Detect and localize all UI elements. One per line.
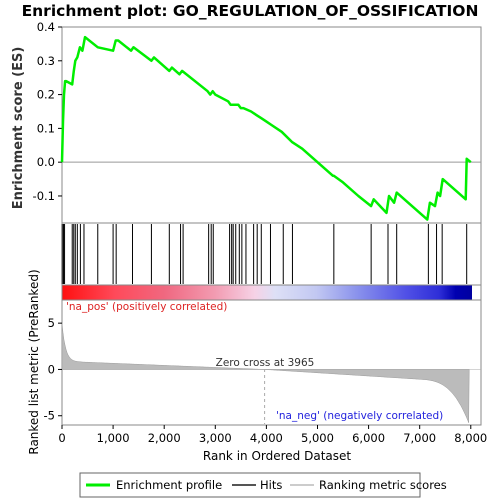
x-tick-label: 6,000 [352,431,385,445]
x-tick-label: 4,000 [250,431,283,445]
es-y-tick-label: 0.4 [37,20,55,34]
es-y-tick-label: 0.3 [37,54,55,68]
zero-cross-label: Zero cross at 3965 [216,357,315,369]
metric-y-tick-label: -5 [44,409,55,423]
x-tick-label: 7,000 [403,431,436,445]
es-y-label: Enrichment score (ES) [11,47,26,210]
es-y-tick-label: 0.2 [37,88,55,102]
es-y-ticks: 0.4 0.3 0.2 0.1 0.0 -0.1 [33,20,62,203]
es-y-tick-label: -0.1 [33,189,55,203]
x-tick-label: 3,000 [199,431,232,445]
metric-y-tick-label: 0 [48,362,55,376]
legend-metric-label: Ranking metric scores [319,478,447,492]
x-tick-label: 0 [58,431,65,445]
x-tick-label: 8,000 [454,431,487,445]
metric-panel [61,299,482,426]
ranking-heatmap [62,285,472,300]
es-y-tick-label: 0.1 [37,121,55,135]
x-tick-label: 2,000 [148,431,181,445]
legend-hits-label: Hits [260,478,282,492]
hits-panel [61,222,482,286]
enrichment-profile-line [60,35,472,221]
chart-title: Enrichment plot: GO_REGULATION_OF_OSSIFI… [21,2,479,20]
metric-y-ticks: 5 0 -5 [44,316,62,423]
metric-y-tick-label: 5 [48,316,55,330]
x-axis-ticks: 0 1,000 2,000 3,000 4,000 5,000 6,000 7,000 8,00… [58,425,487,445]
es-y-tick-label: 0.0 [37,155,55,169]
x-tick-label: 5,000 [301,431,334,445]
hit-marks [61,224,468,284]
x-tick-label: 1,000 [97,431,130,445]
metric-y-label: Ranked list metric (PreRanked) [27,269,41,454]
neg-label: 'na_neg' (negatively correlated) [276,410,443,422]
x-axis-label: Rank in Ordered Dataset [203,449,351,463]
legend-enrichment-label: Enrichment profile [116,478,222,492]
pos-label: 'na_pos' (positively correlated) [66,301,227,313]
